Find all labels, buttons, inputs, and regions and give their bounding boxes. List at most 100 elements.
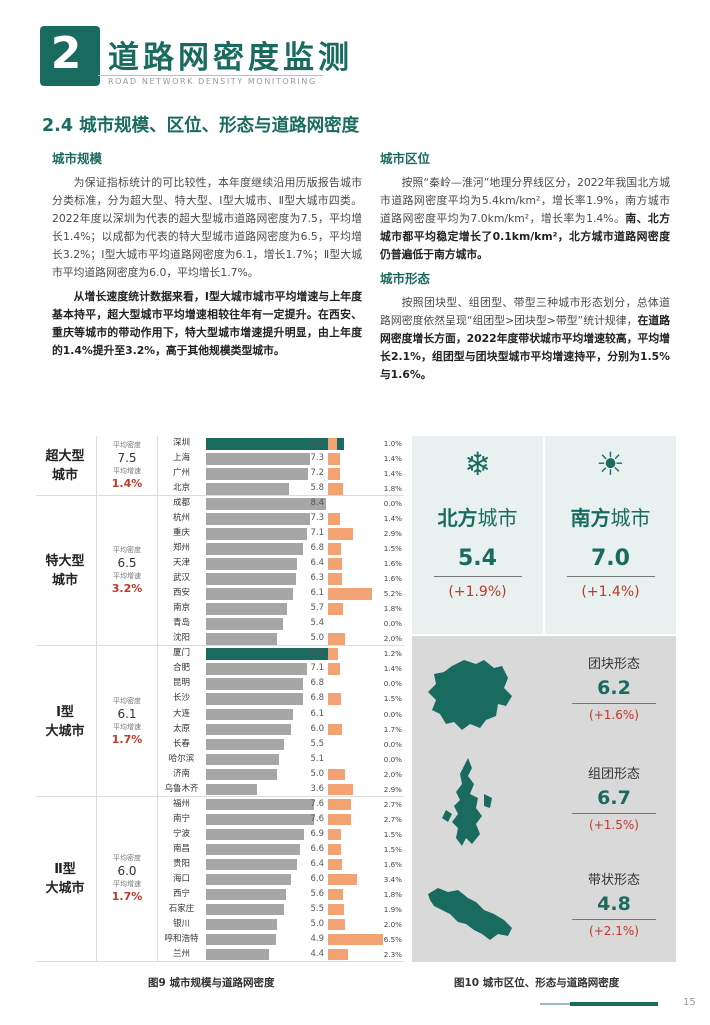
city-name: 海口 bbox=[172, 873, 190, 884]
growth-bar bbox=[328, 723, 343, 736]
density-value: 9.7 bbox=[310, 438, 324, 448]
city-name: 宁波 bbox=[172, 828, 190, 839]
south-city-panel: ☀ 南方城市 7.0 (+1.4%) bbox=[545, 436, 676, 634]
density-value: 5.6 bbox=[310, 888, 324, 899]
divider-line bbox=[567, 576, 655, 577]
table-row: 银川 5.0 2.0% bbox=[36, 917, 404, 932]
density-value: 7.2 bbox=[310, 468, 324, 479]
page-number: 15 bbox=[683, 997, 696, 1008]
table-row: 青岛 5.4 0.0% bbox=[36, 616, 404, 631]
snowflake-icon: ❄ bbox=[464, 445, 491, 483]
density-value: 7.3 bbox=[310, 513, 324, 524]
growth-value: 0.0% bbox=[383, 754, 402, 764]
density-value: 5.8 bbox=[310, 483, 324, 494]
density-bar bbox=[206, 438, 344, 450]
form-name: 团块形态 bbox=[587, 657, 640, 672]
density-value: 7.1 bbox=[310, 663, 324, 674]
city-name: 石家庄 bbox=[168, 903, 195, 914]
table-row: 石家庄 5.5 1.9% bbox=[36, 902, 404, 917]
south-growth: (+1.4%) bbox=[581, 584, 640, 600]
header-divider bbox=[98, 75, 323, 76]
figure9-caption: 图9 城市规模与道路网密度 bbox=[148, 977, 275, 989]
group-name: Ⅰ型 大城市 bbox=[45, 704, 85, 739]
growth-bar bbox=[328, 588, 373, 600]
group-name: Ⅱ型 大城市 bbox=[45, 862, 85, 897]
form-density: 4.8 bbox=[597, 893, 631, 915]
density-value: 6.4 bbox=[310, 558, 324, 569]
growth-value: 2.3% bbox=[383, 949, 402, 959]
density-value: 6.0 bbox=[310, 873, 324, 884]
growth-bar bbox=[328, 543, 341, 555]
form-growth: (+1.5%) bbox=[589, 818, 639, 832]
table-row: 兰州 4.4 2.3% bbox=[36, 947, 404, 962]
paragraph-form-normal: 按照团块型、组团型、带型三种城市形态划分，总体道路网密度依然呈现“组团型>团块型… bbox=[380, 296, 670, 327]
table-row: 上海 7.3 1.4% bbox=[36, 451, 404, 466]
paragraph-scale-1: 为保证指标统计的可比较性，本年度继续沿用历版报告城市分类标准，分为超大型、特大型… bbox=[52, 176, 362, 279]
group-stats: 平均密度 7.5 平均增速 1.4% bbox=[96, 440, 158, 491]
density-value: 6.1 bbox=[310, 588, 324, 599]
paragraph-form: 按照团块型、组团型、带型三种城市形态划分，总体道路网密度依然呈现“组团型>团块型… bbox=[380, 294, 670, 384]
density-bar bbox=[206, 543, 303, 555]
density-bar bbox=[206, 828, 305, 841]
avg-density: 6.0 bbox=[117, 864, 137, 879]
growth-bar bbox=[328, 918, 345, 931]
density-value: 6.8 bbox=[310, 678, 324, 689]
growth-value: 0.0% bbox=[383, 679, 402, 689]
density-bar bbox=[206, 798, 315, 811]
density-value: 5.0 bbox=[310, 633, 324, 644]
form-name: 组团形态 bbox=[587, 767, 640, 782]
city-name: 广州 bbox=[172, 468, 190, 479]
north-city-panel: ❄ 北方城市 5.4 (+1.9%) bbox=[412, 436, 543, 634]
growth-bar bbox=[328, 798, 351, 811]
chapter-badge: 2 bbox=[40, 26, 100, 86]
growth-value: 1.2% bbox=[383, 649, 402, 659]
city-name: 太原 bbox=[172, 723, 190, 734]
table-row: 呼和浩特 4.9 6.5% bbox=[36, 932, 404, 947]
form-group: 组团形态 6.7 (+1.5%) bbox=[552, 766, 676, 833]
avg-growth-label: 平均增速 bbox=[113, 880, 141, 889]
density-bar bbox=[206, 618, 283, 630]
south-density: 7.0 bbox=[591, 546, 630, 571]
table-row: 南京 5.7 1.8% bbox=[36, 601, 404, 616]
figure-location-form: ❄ 北方城市 5.4 (+1.9%) ☀ 南方城市 7.0 (+1.4%) 团块… bbox=[412, 436, 676, 962]
figure-city-scale-table: 超大型 城市 平均密度 7.5 平均增速 1.4% 特大型 城市 平均密度 6.5 平均增速 3.2%… bbox=[36, 436, 404, 962]
growth-value: 1.5% bbox=[383, 829, 402, 839]
growth-bar bbox=[328, 768, 345, 781]
density-value: 6.6 bbox=[310, 843, 324, 854]
table-row: 海口 6.0 3.4% bbox=[36, 872, 404, 887]
growth-bar bbox=[328, 573, 342, 585]
density-value: 8.4 bbox=[310, 498, 324, 509]
chapter-number: 2 bbox=[50, 28, 82, 79]
growth-bar bbox=[328, 438, 337, 450]
growth-bar bbox=[328, 873, 357, 886]
form-density: 6.2 bbox=[597, 677, 631, 699]
table-row: 北京 5.8 1.8% bbox=[36, 481, 404, 496]
growth-value: 0.0% bbox=[383, 709, 402, 719]
growth-value: 1.8% bbox=[383, 889, 402, 899]
density-bar bbox=[206, 573, 296, 585]
sun-icon: ☀ bbox=[596, 445, 625, 483]
city-name: 济南 bbox=[172, 768, 190, 779]
density-bar bbox=[206, 603, 288, 615]
density-bar bbox=[206, 453, 310, 465]
form-growth: (+2.1%) bbox=[589, 924, 639, 938]
table-row: 沈阳 5.0 2.0% bbox=[36, 631, 404, 646]
table-row: 太原 6.0 1.7% bbox=[36, 722, 404, 737]
growth-bar bbox=[328, 903, 345, 916]
density-bar bbox=[206, 933, 276, 946]
growth-bar bbox=[328, 528, 353, 540]
growth-value: 5.2% bbox=[383, 589, 402, 599]
density-value: 6.1 bbox=[310, 708, 324, 719]
paragraph-location-normal: 按照“秦岭—淮河”地理分界线区分，2022年我国北方城市道路网密度平均为5.4k… bbox=[380, 176, 670, 225]
avg-growth: 1.7% bbox=[111, 732, 143, 746]
density-bar bbox=[206, 678, 303, 690]
city-name: 郑州 bbox=[172, 543, 190, 554]
divider-line bbox=[96, 436, 97, 962]
density-bar bbox=[206, 783, 258, 796]
city-name: 呼和浩特 bbox=[164, 933, 199, 944]
density-bar bbox=[206, 588, 293, 600]
avg-growth: 1.7% bbox=[111, 890, 143, 904]
city-name: 长春 bbox=[172, 738, 190, 749]
density-value: 3.6 bbox=[310, 783, 324, 794]
growth-value: 2.0% bbox=[383, 919, 402, 929]
